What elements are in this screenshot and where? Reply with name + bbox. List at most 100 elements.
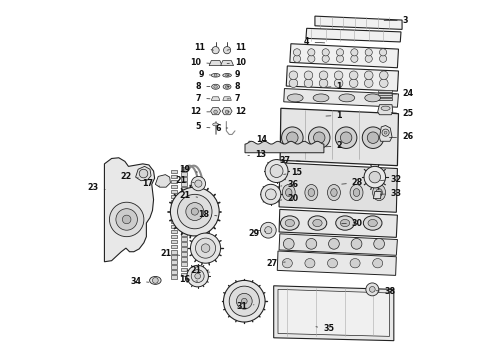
Polygon shape [222, 108, 232, 115]
Text: 3: 3 [384, 16, 408, 25]
Text: 34: 34 [130, 276, 149, 285]
Text: 27: 27 [267, 259, 285, 268]
Polygon shape [306, 28, 401, 42]
Circle shape [319, 79, 328, 87]
Bar [171, 210, 177, 213]
Circle shape [322, 55, 329, 62]
Ellipse shape [376, 189, 382, 197]
Circle shape [379, 71, 388, 80]
Polygon shape [315, 16, 402, 30]
Circle shape [368, 132, 379, 143]
Ellipse shape [282, 258, 293, 268]
Text: 26: 26 [390, 132, 413, 141]
Circle shape [109, 202, 144, 237]
Circle shape [369, 287, 375, 292]
Ellipse shape [327, 258, 338, 268]
Bar [181, 182, 187, 186]
Ellipse shape [381, 106, 390, 111]
Text: 4: 4 [304, 37, 325, 46]
Bar [181, 172, 187, 176]
Bar [171, 270, 177, 274]
Bar [181, 247, 187, 251]
Polygon shape [279, 210, 397, 237]
Ellipse shape [329, 238, 339, 249]
Circle shape [365, 55, 372, 62]
Polygon shape [280, 108, 398, 166]
Text: 14: 14 [248, 135, 267, 144]
Text: 16: 16 [179, 275, 197, 284]
Bar [171, 235, 177, 238]
Circle shape [309, 127, 330, 148]
Circle shape [364, 166, 386, 188]
Bar [181, 202, 187, 206]
Bar [181, 237, 187, 241]
Ellipse shape [350, 258, 360, 268]
Polygon shape [373, 192, 381, 199]
Ellipse shape [341, 220, 350, 226]
Circle shape [195, 273, 200, 279]
Ellipse shape [213, 123, 219, 126]
Ellipse shape [313, 94, 329, 102]
Circle shape [379, 49, 387, 56]
Circle shape [351, 55, 358, 62]
Polygon shape [284, 89, 398, 107]
Circle shape [379, 79, 388, 87]
Circle shape [265, 159, 288, 183]
Circle shape [229, 286, 259, 316]
Bar [181, 227, 187, 231]
Circle shape [261, 184, 281, 204]
Circle shape [289, 71, 298, 80]
Bar [181, 197, 187, 201]
Bar [171, 190, 177, 193]
Ellipse shape [365, 94, 381, 102]
Circle shape [191, 176, 205, 191]
Circle shape [266, 189, 276, 200]
Bar [171, 220, 177, 224]
Circle shape [139, 169, 148, 178]
Polygon shape [211, 97, 220, 100]
Text: 9: 9 [227, 70, 241, 79]
Bar [171, 185, 177, 188]
Text: 2: 2 [326, 141, 342, 150]
Polygon shape [245, 141, 324, 153]
Ellipse shape [214, 85, 218, 88]
Text: 21: 21 [191, 266, 210, 275]
Ellipse shape [305, 184, 318, 201]
Text: 1: 1 [326, 111, 342, 120]
Ellipse shape [364, 216, 382, 230]
Circle shape [304, 79, 313, 87]
Bar [181, 207, 187, 211]
Circle shape [379, 55, 387, 62]
Bar [181, 212, 187, 216]
Text: 8: 8 [227, 82, 241, 91]
Circle shape [187, 265, 208, 287]
Circle shape [314, 132, 325, 143]
Circle shape [334, 71, 343, 80]
Bar [171, 180, 177, 183]
Text: 13: 13 [248, 150, 266, 159]
Ellipse shape [225, 85, 229, 88]
Ellipse shape [285, 220, 294, 226]
Circle shape [225, 110, 229, 114]
Circle shape [191, 208, 198, 215]
Circle shape [365, 49, 372, 56]
Bar [171, 175, 177, 178]
Text: 5: 5 [196, 122, 210, 131]
Ellipse shape [351, 238, 362, 249]
Ellipse shape [350, 184, 363, 201]
Bar [378, 95, 392, 97]
Circle shape [337, 49, 343, 56]
Ellipse shape [282, 184, 295, 201]
Text: 18: 18 [198, 210, 217, 219]
Polygon shape [104, 158, 155, 262]
Circle shape [171, 187, 219, 236]
Circle shape [260, 222, 276, 238]
Bar [181, 192, 187, 196]
Circle shape [304, 71, 313, 80]
Text: 23: 23 [88, 183, 105, 192]
Polygon shape [379, 126, 392, 141]
Text: 19: 19 [179, 166, 197, 175]
Text: 32: 32 [380, 175, 401, 184]
Circle shape [382, 129, 389, 136]
Ellipse shape [336, 216, 354, 230]
